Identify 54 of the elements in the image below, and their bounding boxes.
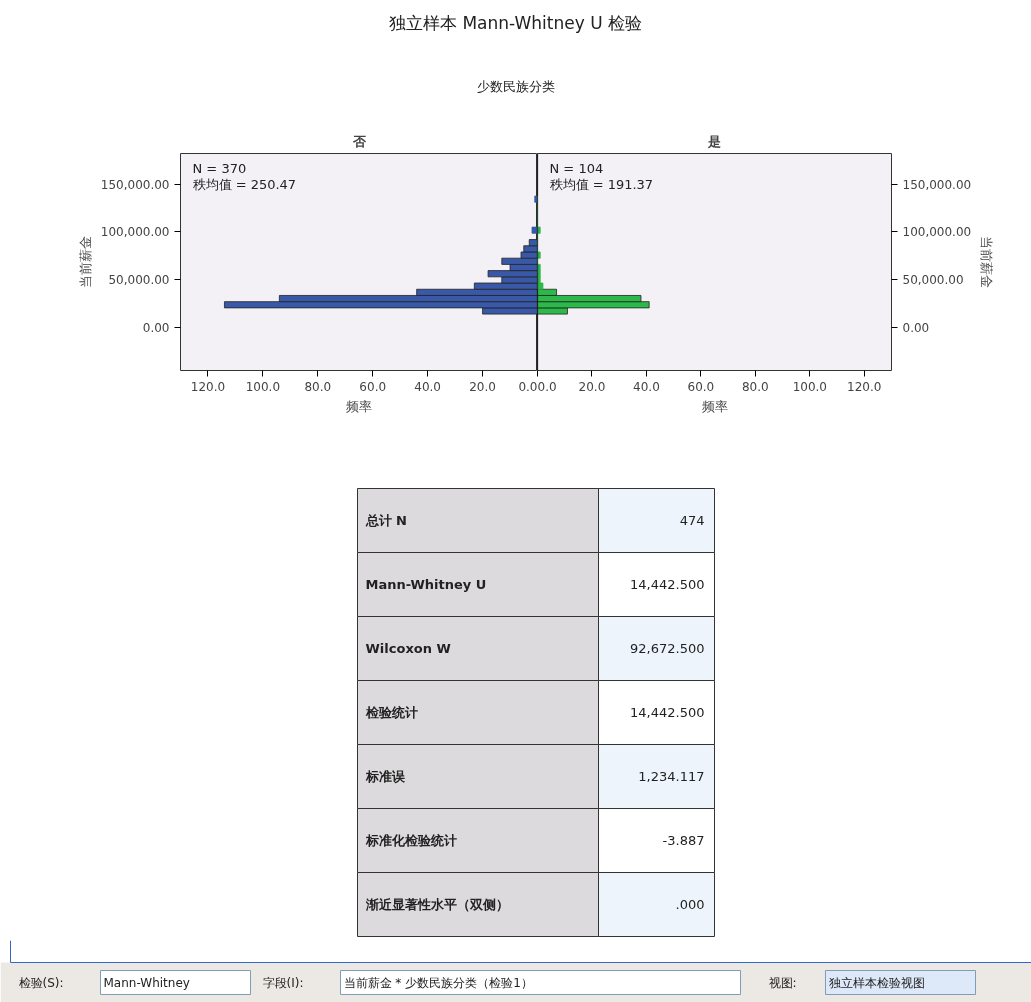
text: 独立样本 Mann-Whitney U 检验 [389, 12, 642, 33]
x-tick-label: 0.0 [537, 379, 557, 394]
y-tick-label: 0.00 [902, 320, 930, 335]
y-tick-label: 50,000.00 [108, 273, 170, 288]
text: 独立样本检验视图 [828, 975, 925, 990]
x-tick-label: 40.0 [633, 379, 660, 394]
x-tick-label: 100.0 [792, 379, 827, 394]
y-tick-label: 100,000.00 [100, 225, 170, 240]
x-tick-label: 0.0 [518, 379, 538, 394]
y-axis-title: 当前薪金 [979, 236, 995, 288]
text: Mann-Whitney [103, 975, 190, 990]
text: 检验(S): [18, 975, 64, 990]
annotation: N = 370 [192, 160, 247, 176]
annotation: 秩均值 = 191.37 [549, 176, 654, 192]
y-tick-label: 150,000.00 [100, 177, 170, 192]
x-tick-label: 40.0 [414, 379, 442, 394]
text: 14,442.500 [630, 705, 705, 720]
x-tick-label: 80.0 [304, 379, 332, 394]
x-tick-label: 100.0 [245, 379, 281, 394]
y-tick-label: 50,000.00 [902, 273, 964, 288]
text: 1,234.117 [638, 769, 705, 784]
chart-title: 是 [707, 133, 721, 149]
annotation: 秩均值 = 250.47 [192, 176, 297, 192]
text: 标准化检验统计 [364, 833, 457, 848]
text: 渐近显著性水平（双侧） [364, 897, 509, 912]
text: -3.887 [662, 833, 705, 848]
text: 视图: [768, 975, 797, 990]
chart-title: 否 [351, 133, 367, 149]
annotation: N = 104 [549, 160, 604, 176]
y-axis-title: 当前薪金 [77, 236, 93, 288]
y-tick-label: 0.00 [142, 320, 170, 335]
text: .000 [675, 897, 705, 912]
text: 字段(I): [262, 975, 304, 990]
text: 474 [679, 513, 705, 528]
text: Mann-Whitney U [365, 577, 487, 592]
text: 少数民族分类 [476, 79, 555, 94]
x-axis-title: 频率 [346, 398, 372, 414]
x-tick-label: 20.0 [578, 379, 606, 394]
x-tick-label: 120.0 [190, 379, 226, 394]
y-tick-label: 150,000.00 [902, 177, 972, 192]
text: 当前薪金 * 少数民族分类（检验1） [343, 975, 533, 990]
text: 检验统计 [364, 705, 418, 720]
x-tick-label: 60.0 [359, 379, 387, 394]
text: 总计 N [364, 513, 407, 528]
text: 标准误 [364, 769, 406, 784]
x-tick-label: 80.0 [741, 379, 769, 394]
text: 92,672.500 [630, 641, 705, 656]
y-tick-label: 100,000.00 [902, 225, 972, 240]
x-axis-title: 频率 [701, 398, 728, 414]
text: Wilcoxon W [365, 641, 451, 656]
x-tick-label: 20.0 [469, 379, 496, 394]
x-tick-label: 120.0 [847, 379, 882, 394]
x-tick-label: 60.0 [687, 379, 715, 394]
text: 14,442.500 [630, 577, 705, 592]
